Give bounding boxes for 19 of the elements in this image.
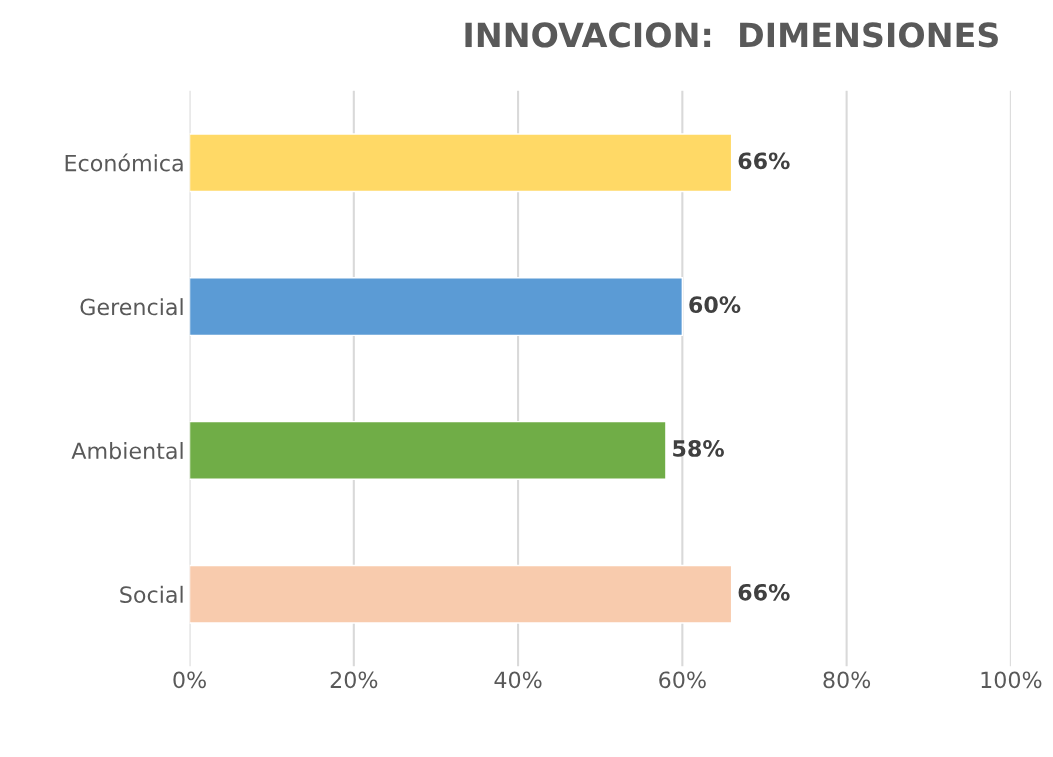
bar	[189, 133, 733, 193]
x-tick-label: 20%	[330, 671, 378, 689]
bar	[189, 564, 733, 624]
data-label: 66%	[738, 583, 790, 601]
x-tick-label: 0%	[173, 671, 206, 689]
y-tick-label: Económica	[65, 153, 183, 172]
y-tick-label: Ambiental	[71, 441, 183, 460]
data-label: 58%	[673, 440, 724, 457]
y-tick-label: Gerencial	[80, 298, 183, 316]
bar	[189, 277, 684, 337]
y-tick-label: Social	[120, 585, 183, 603]
chart-title: INNOVACION: DIMENSIONES	[465, 22, 998, 48]
bar	[189, 420, 667, 480]
data-label: 66%	[738, 152, 790, 170]
x-tick-label: 40%	[494, 671, 542, 689]
x-tick-label: 80%	[823, 671, 871, 689]
data-label: 60%	[689, 296, 741, 314]
x-tick-label: 60%	[659, 671, 706, 689]
x-tick-label: 100%	[981, 671, 1042, 689]
